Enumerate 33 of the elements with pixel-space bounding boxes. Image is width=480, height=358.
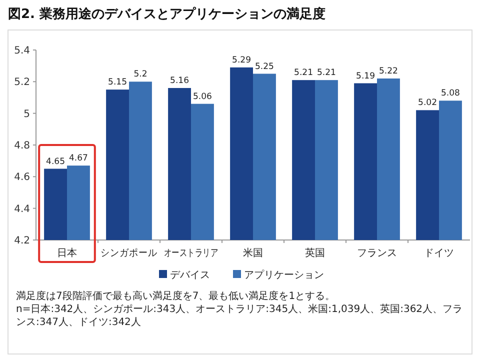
x-tick-label: フランス — [357, 248, 397, 259]
text: n=日本:342人、シンガポール:343人、オーストラリア:345人、米国:1,039人、英国:362人、フランス:347人、ドイツ:342人 — [16, 303, 464, 329]
x-tick-label: ドイツ — [424, 248, 454, 259]
data-label: 5.2 — [134, 70, 148, 80]
y-tick-label: 4.6 — [14, 172, 30, 184]
y-tick-label: 5.4 — [14, 46, 30, 56]
chart-title: 図2. 業務用途のデバイスとアプリケーションの満足度 — [8, 6, 326, 22]
legend-label: アプリケーション — [244, 269, 324, 281]
data-label: 5.21 — [317, 68, 336, 78]
x-tick-label: 米国 — [243, 247, 263, 259]
data-label: 5.15 — [108, 78, 127, 88]
data-label: 5.22 — [379, 66, 398, 76]
data-label: 5.06 — [193, 92, 212, 102]
y-tick-label: 5.2 — [14, 77, 30, 88]
data-label: 5.25 — [255, 62, 274, 72]
y-tick-label: 4.2 — [14, 236, 30, 246]
data-label: 5.29 — [232, 55, 251, 66]
text: 満足度は7段階評価で最も高い満足度を7、最も低い満足度を1とする。 — [16, 290, 336, 303]
x-tick-label: 英国 — [305, 247, 325, 259]
y-tick-label: 5 — [24, 108, 30, 120]
legend-label: デバイス — [170, 270, 210, 281]
data-label: 5.08 — [441, 88, 460, 99]
data-label: 4.65 — [46, 156, 65, 167]
data-label: 4.67 — [69, 154, 88, 164]
x-tick-label: シンガポール — [100, 248, 158, 260]
x-tick-label: オーストラリア — [164, 248, 218, 260]
x-tick-label: 日本 — [57, 247, 77, 259]
data-label: 5.02 — [418, 98, 437, 108]
data-label: 5.19 — [356, 71, 375, 82]
data-label: 5.21 — [294, 68, 313, 78]
data-label: 5.16 — [170, 76, 189, 86]
y-tick-label: 4.4 — [14, 204, 30, 215]
y-tick-label: 4.8 — [14, 140, 30, 152]
